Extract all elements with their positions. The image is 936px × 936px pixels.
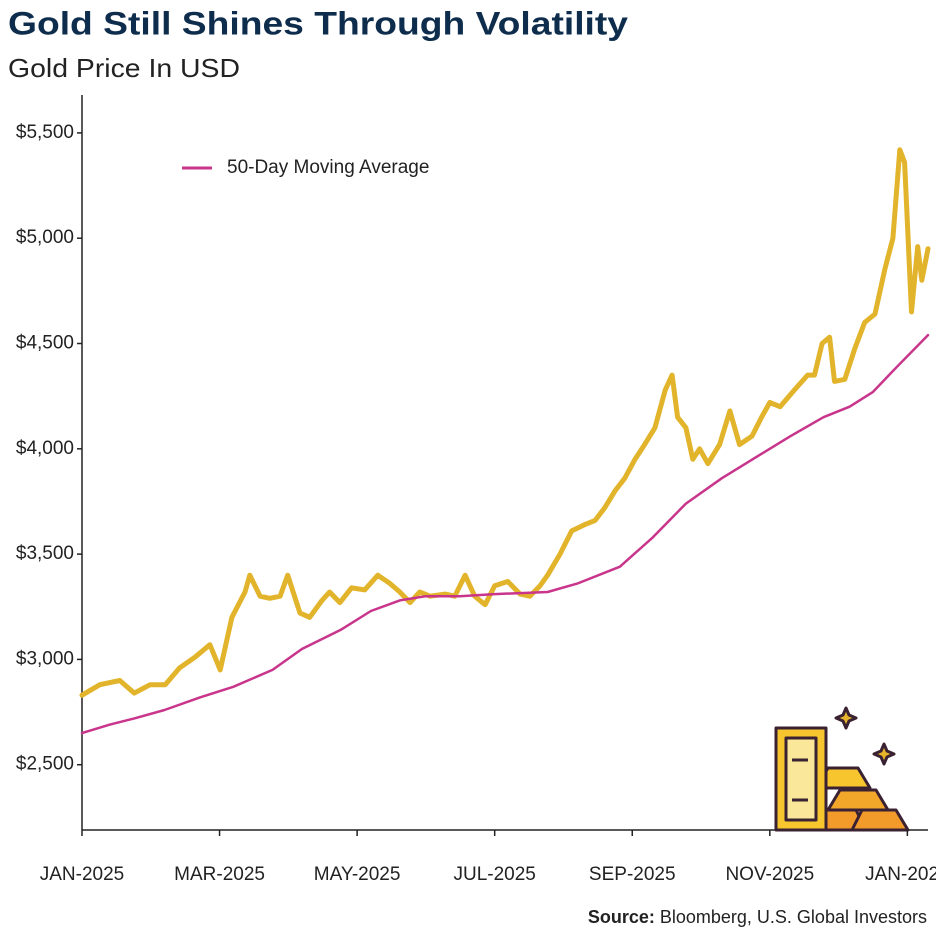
y-tick-label: $5,500 [16,122,74,143]
x-tick-label: JAN-2025 [40,864,125,885]
y-tick-label: $4,000 [16,438,74,459]
x-tick-label: SEP-2025 [589,864,676,885]
y-tick-label: $4,500 [16,333,74,354]
x-tick-label: NOV-2025 [725,864,814,885]
x-tick-label: MAR-2025 [174,864,265,885]
x-tick-label: MAY-2025 [314,864,401,885]
source: Source: Bloomberg, U.S. Global Investors [588,907,927,927]
line-series [80,333,930,735]
y-tick-label: $3,000 [16,648,74,669]
gold-bars-icon [774,706,910,832]
line-series [79,147,931,698]
y-tick-label: $5,000 [16,227,74,248]
source-label: Source: [588,907,655,927]
x-tick-label: JAN-2026 [865,864,936,885]
legend-label: 50-Day Moving Average [227,157,429,178]
chart-subtitle: Gold Price In USD [8,53,240,83]
y-tick-label: $3,500 [16,543,74,564]
y-tick-label: $2,500 [16,754,74,775]
x-tick-label: JUL-2025 [453,864,535,885]
chart-title: Gold Still Shines Through Volatility [8,5,628,41]
source-text: Bloomberg, U.S. Global Investors [660,907,927,927]
